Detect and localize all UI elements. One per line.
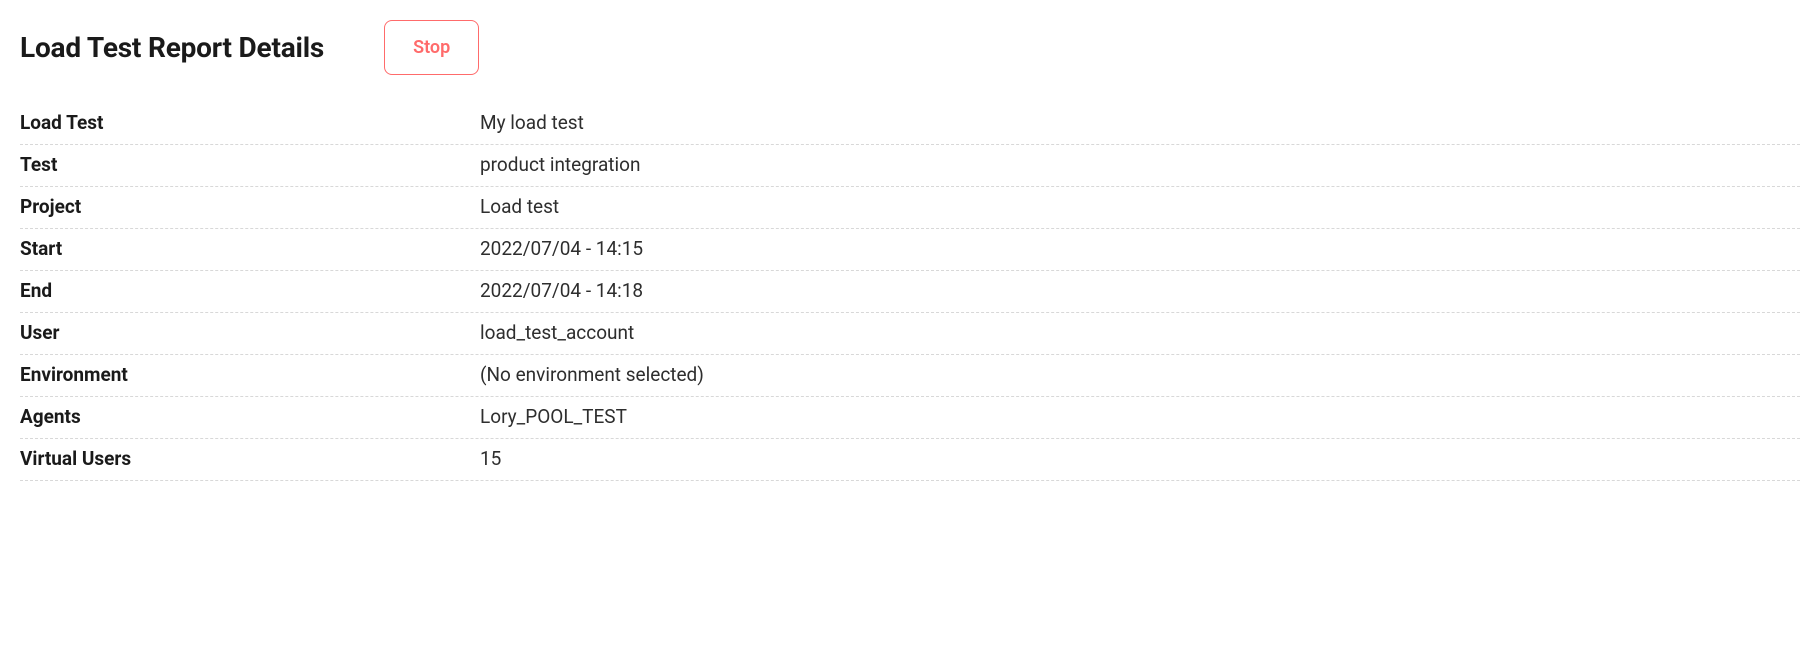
detail-row-test: Test product integration — [20, 145, 1800, 187]
detail-value: product integration — [480, 153, 640, 176]
stop-button[interactable]: Stop — [384, 20, 479, 75]
detail-value: My load test — [480, 111, 584, 134]
detail-label: Test — [20, 153, 480, 176]
detail-row-project: Project Load test — [20, 187, 1800, 229]
detail-row-end: End 2022/07/04 - 14:18 — [20, 271, 1800, 313]
detail-row-virtual-users: Virtual Users 15 — [20, 439, 1800, 481]
detail-value: Lory_POOL_TEST — [480, 405, 627, 428]
detail-value: 2022/07/04 - 14:15 — [480, 237, 643, 260]
detail-label: End — [20, 279, 480, 302]
details-table: Load Test My load test Test product inte… — [20, 103, 1800, 481]
detail-value: load_test_account — [480, 321, 634, 344]
detail-row-start: Start 2022/07/04 - 14:15 — [20, 229, 1800, 271]
detail-row-load-test: Load Test My load test — [20, 103, 1800, 145]
detail-label: Agents — [20, 405, 480, 428]
detail-row-user: User load_test_account — [20, 313, 1800, 355]
detail-row-environment: Environment (No environment selected) — [20, 355, 1800, 397]
detail-label: Project — [20, 195, 480, 218]
detail-value: 15 — [480, 447, 501, 470]
detail-label: Environment — [20, 363, 480, 386]
detail-label: Start — [20, 237, 480, 260]
detail-label: Load Test — [20, 111, 480, 134]
details-header: Load Test Report Details Stop — [20, 20, 1800, 75]
page-title: Load Test Report Details — [20, 31, 324, 64]
detail-value: 2022/07/04 - 14:18 — [480, 279, 643, 302]
detail-label: Virtual Users — [20, 447, 480, 470]
detail-row-agents: Agents Lory_POOL_TEST — [20, 397, 1800, 439]
detail-value: Load test — [480, 195, 559, 218]
detail-label: User — [20, 321, 480, 344]
detail-value: (No environment selected) — [480, 363, 704, 386]
